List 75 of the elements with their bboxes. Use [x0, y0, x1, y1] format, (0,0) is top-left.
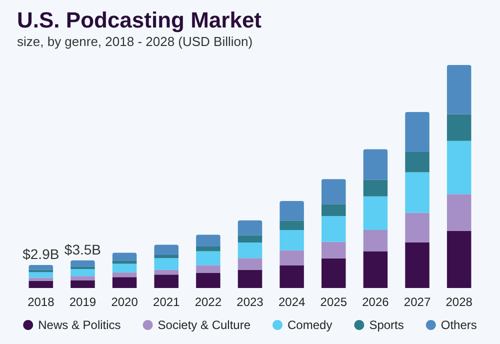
annotation: $2.9B — [22, 246, 60, 262]
bar — [280, 201, 304, 221]
bar — [70, 276, 95, 280]
legend-label: Others — [440, 318, 477, 332]
bar — [70, 266, 95, 270]
bar — [363, 251, 388, 288]
bar — [196, 246, 220, 252]
x-tick-label: 2024 — [278, 295, 306, 309]
bar — [238, 258, 262, 270]
legend-label: Society & Culture — [158, 318, 251, 332]
bar — [196, 251, 220, 266]
bar — [112, 264, 137, 272]
bar — [196, 265, 220, 274]
x-tick-label: 2026 — [362, 295, 390, 309]
legend-label: News & Politics — [38, 318, 121, 332]
bar — [405, 152, 430, 172]
bar — [446, 140, 472, 194]
x-tick-label: 2020 — [111, 295, 138, 309]
bar — [280, 220, 304, 230]
bar — [322, 258, 346, 288]
bar — [154, 258, 178, 270]
bar — [322, 216, 346, 242]
bar — [405, 212, 430, 243]
bar — [154, 244, 178, 255]
bar — [112, 260, 137, 264]
chart-subtitle: size, by genre, 2018 - 2028 (USD Billion) — [17, 34, 253, 49]
bar — [28, 280, 54, 288]
bar — [363, 196, 388, 230]
bar — [363, 180, 388, 196]
bar — [405, 242, 430, 288]
x-tick-label: 2021 — [153, 295, 180, 309]
bar — [446, 65, 472, 114]
x-tick-label: 2025 — [320, 295, 348, 309]
bar — [28, 278, 54, 281]
bar — [238, 220, 262, 236]
x-tick-label: 2022 — [194, 295, 222, 309]
bar — [112, 272, 137, 278]
bar — [70, 269, 95, 276]
bar — [196, 234, 220, 247]
chart-title: U.S. Podcasting Market — [17, 8, 262, 32]
bar — [70, 260, 95, 267]
bar — [280, 250, 304, 266]
x-tick-label: 2027 — [404, 295, 431, 309]
bar — [28, 270, 54, 272]
bar — [446, 194, 472, 231]
bar — [446, 230, 472, 288]
bar — [363, 149, 388, 180]
bar — [322, 242, 346, 258]
bar — [70, 280, 95, 288]
bar — [28, 265, 54, 270]
bar — [322, 204, 346, 216]
bar — [446, 114, 472, 141]
bar — [154, 274, 178, 288]
bar — [112, 277, 137, 288]
bar — [405, 172, 430, 213]
legend-label: Comedy — [288, 318, 332, 332]
bar — [363, 230, 388, 252]
bar — [196, 273, 220, 288]
bar — [238, 235, 262, 243]
bar — [154, 270, 178, 275]
bar — [405, 112, 430, 152]
x-tick-label: 2018 — [28, 295, 55, 309]
legend-label: Sports — [369, 318, 404, 332]
annotation: $3.5B — [64, 241, 102, 258]
bar — [280, 265, 304, 288]
bar — [322, 179, 346, 204]
bar — [238, 242, 262, 258]
bar — [154, 254, 178, 258]
x-tick-label: 2028 — [446, 295, 473, 309]
bar — [28, 272, 54, 278]
x-tick-label: 2023 — [236, 295, 264, 309]
x-tick-label: 2019 — [69, 295, 96, 309]
bar — [112, 252, 137, 261]
bar — [280, 230, 304, 250]
bar — [238, 270, 262, 288]
